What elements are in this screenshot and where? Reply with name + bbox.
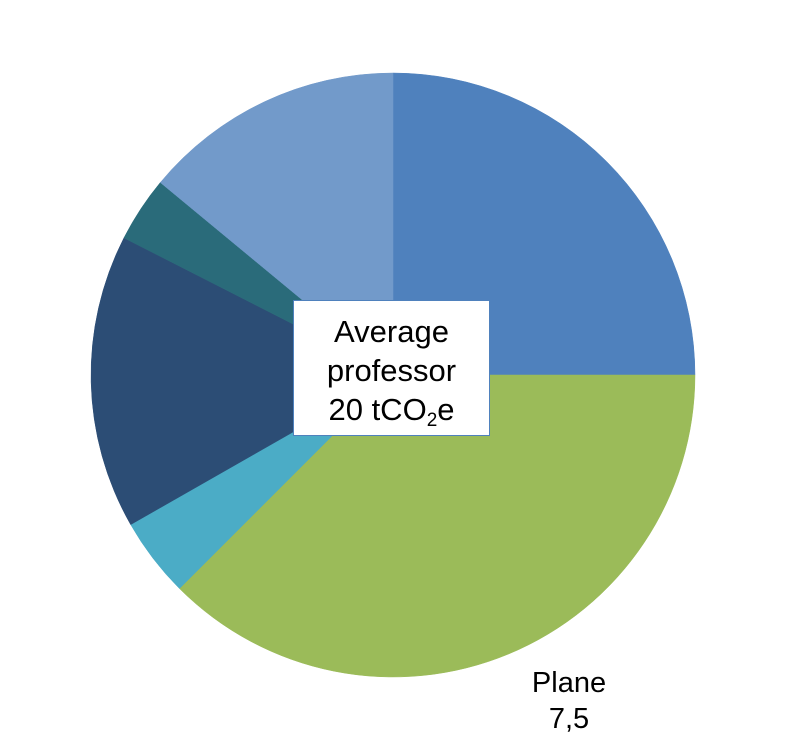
total-label-box: Average professor 20 tCO2e bbox=[293, 300, 490, 436]
total-label-line2: professor bbox=[326, 353, 457, 388]
slice-label-plane-value: 7,5 bbox=[548, 703, 590, 735]
slice-label-plane-name: Plane bbox=[531, 667, 607, 699]
total-label-subscript: 2 bbox=[426, 410, 438, 431]
pie-slice-4 bbox=[90, 237, 394, 525]
total-label-unit-suffix: e bbox=[437, 392, 455, 427]
pie-slice-2 bbox=[179, 374, 696, 678]
slice-label-plane: Plane 7,5 bbox=[510, 665, 628, 737]
total-label-line1: Average bbox=[334, 314, 449, 349]
pie-slice-1 bbox=[392, 72, 696, 376]
total-label-value: 20 tCO bbox=[328, 392, 427, 427]
pie-slice-6 bbox=[159, 72, 394, 376]
total-label-line3: 20 tCO2e bbox=[294, 390, 489, 431]
